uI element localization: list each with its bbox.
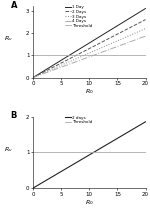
Text: A: A	[11, 1, 17, 10]
1 Day	[99, 36, 100, 38]
Line: 2 Days: 2 Days	[33, 20, 146, 78]
2 days	[32, 187, 34, 189]
2 days	[101, 146, 103, 149]
X-axis label: $R_0$: $R_0$	[85, 87, 94, 96]
Threshold	[38, 54, 40, 57]
2 Days	[127, 28, 129, 30]
4 Days	[101, 51, 103, 54]
1 Day	[145, 7, 146, 10]
3 Days	[33, 76, 34, 79]
4 Days	[99, 52, 100, 54]
4 Days	[99, 52, 101, 54]
2 days	[145, 121, 146, 123]
X-axis label: $R_0$: $R_0$	[85, 198, 94, 207]
4 Days	[134, 39, 136, 41]
3 Days	[32, 76, 34, 79]
Threshold	[38, 151, 40, 154]
4 Days	[145, 35, 146, 37]
1 Day	[99, 35, 101, 38]
Line: 4 Days: 4 Days	[33, 36, 146, 78]
3 Days	[99, 47, 101, 50]
1 Day	[32, 76, 34, 79]
Legend: 2 days, Threshold: 2 days, Threshold	[65, 116, 93, 124]
1 Day	[101, 34, 103, 37]
Line: 2 days: 2 days	[33, 122, 146, 188]
2 days	[99, 147, 101, 150]
3 Days	[145, 27, 146, 30]
Line: 1 Day: 1 Day	[33, 9, 146, 78]
2 Days	[99, 42, 101, 44]
2 days	[99, 148, 100, 150]
2 Days	[101, 41, 103, 43]
3 Days	[99, 47, 100, 50]
2 Days	[33, 76, 34, 79]
2 Days	[32, 76, 34, 79]
4 Days	[32, 76, 34, 79]
Threshold	[32, 54, 34, 57]
2 days	[134, 127, 136, 129]
2 days	[127, 131, 129, 134]
4 Days	[33, 76, 34, 79]
3 Days	[127, 35, 129, 37]
Legend: 1 Day, 2 Days, 3 Days, 4 Days, Threshold: 1 Day, 2 Days, 3 Days, 4 Days, Threshold	[65, 5, 93, 28]
Text: B: B	[11, 111, 17, 120]
Line: 3 Days: 3 Days	[33, 29, 146, 78]
2 Days	[134, 24, 136, 26]
4 Days	[127, 41, 129, 44]
3 Days	[134, 32, 136, 34]
1 Day	[134, 14, 136, 16]
2 days	[33, 187, 34, 189]
Y-axis label: $R_v$: $R_v$	[4, 145, 13, 154]
Y-axis label: $R_v$: $R_v$	[4, 34, 13, 43]
1 Day	[33, 76, 34, 79]
2 Days	[145, 18, 146, 21]
3 Days	[101, 46, 103, 49]
Threshold	[32, 151, 34, 154]
2 Days	[99, 42, 100, 45]
1 Day	[127, 18, 129, 21]
